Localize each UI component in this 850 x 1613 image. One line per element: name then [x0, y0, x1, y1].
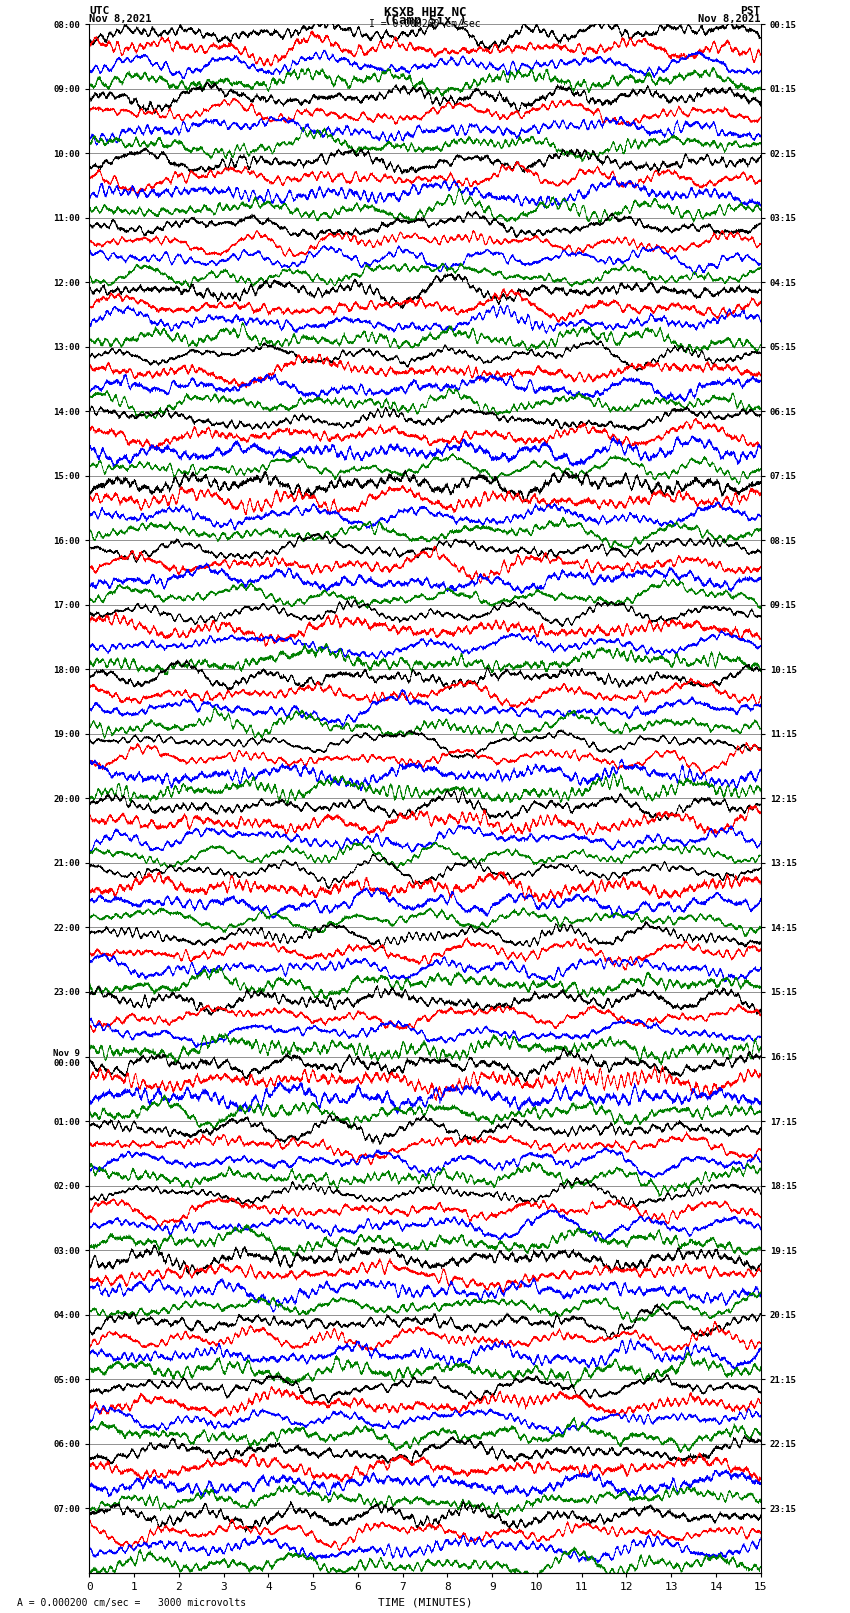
Text: PST: PST	[740, 5, 761, 16]
Text: UTC: UTC	[89, 5, 110, 16]
Text: I = 0.000200 cm/sec: I = 0.000200 cm/sec	[369, 19, 481, 29]
Text: A = 0.000200 cm/sec =   3000 microvolts: A = 0.000200 cm/sec = 3000 microvolts	[17, 1598, 246, 1608]
Text: Nov 8,2021: Nov 8,2021	[698, 13, 761, 24]
Text: KSXB HHZ NC: KSXB HHZ NC	[383, 5, 467, 19]
Text: Nov 8,2021: Nov 8,2021	[89, 13, 152, 24]
X-axis label: TIME (MINUTES): TIME (MINUTES)	[377, 1597, 473, 1607]
Text: (Camp Six ): (Camp Six )	[383, 13, 467, 27]
